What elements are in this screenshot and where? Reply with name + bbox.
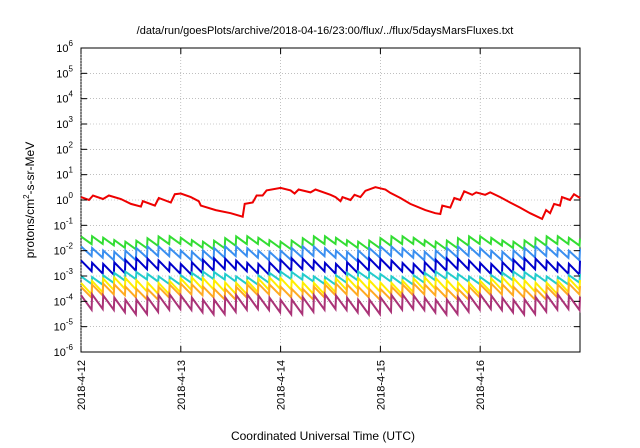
y-tick-label: 102 [56, 140, 73, 156]
x-tick-label: 2018-4-13 [176, 360, 188, 410]
y-axis-ticks: 106 105 104 103 102 101 100 10-1 10-2 10-3 10-4 10-… [54, 39, 580, 359]
y-tick-label: 10-5 [54, 318, 74, 334]
y-tick-label: 10-1 [54, 216, 74, 232]
y-tick-label: 100 [56, 191, 73, 207]
y-tick-label: 103 [56, 115, 73, 131]
y-tick-label: 10-6 [54, 343, 74, 359]
x-axis-ticks: 2018-4-12 2018-4-13 2018-4-14 2018-4-15 2018… [76, 48, 487, 410]
y-tick-label: 10-3 [54, 267, 74, 283]
x-axis-label: Coordinated Universal Time (UTC) [231, 429, 415, 443]
y-tick-label: 10-4 [54, 292, 74, 308]
series-layer [80, 186, 581, 318]
y-tick-label: 106 [56, 39, 73, 55]
x-tick-label: 2018-4-15 [375, 360, 387, 410]
series-line-1 [80, 186, 581, 221]
y-axis-label: protons/cm2-s-sr-MeV [22, 142, 37, 258]
x-tick-label: 2018-4-16 [475, 360, 487, 410]
x-tick-label: 2018-4-12 [76, 360, 88, 410]
series-line-2 [80, 234, 581, 252]
y-axis-label-pre: protons/cm [23, 199, 37, 258]
y-tick-label: 101 [56, 166, 73, 182]
x-tick-label: 2018-4-14 [276, 360, 288, 410]
y-tick-label: 10-2 [54, 242, 74, 258]
y-axis-label-post: -s-sr-MeV [23, 142, 37, 195]
y-tick-label: 104 [56, 90, 73, 106]
chart-title: /data/run/goesPlots/archive/2018-04-16/2… [137, 25, 514, 37]
series-line-8 [80, 291, 581, 318]
y-tick-label: 105 [56, 64, 73, 80]
y-axis-label-sup: 2 [22, 194, 31, 199]
